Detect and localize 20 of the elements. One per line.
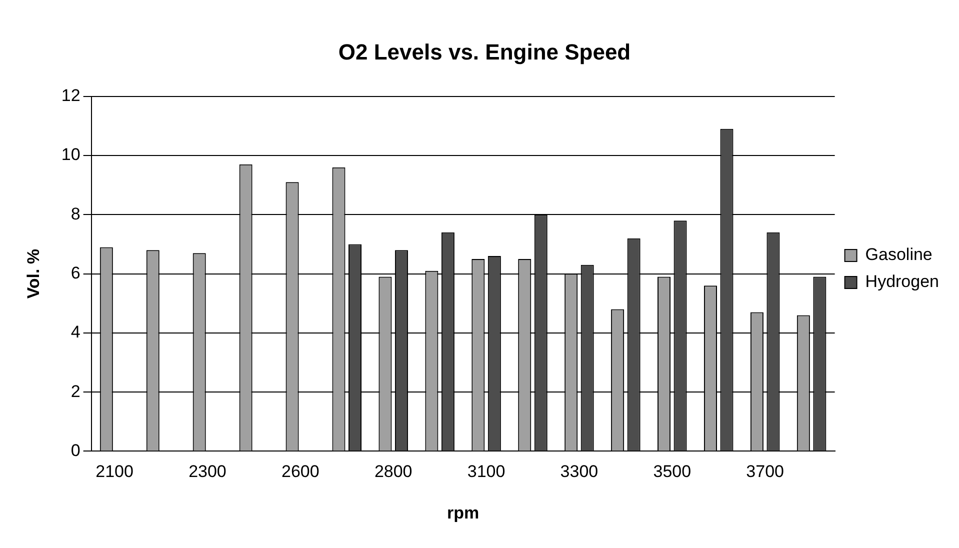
x-axis-title: rpm bbox=[446, 503, 480, 522]
legend-label: Hydrogen bbox=[865, 272, 940, 292]
y-tick-label: 4 bbox=[70, 322, 80, 342]
x-tick-label: 2800 bbox=[374, 462, 412, 482]
x-tick-label: 3100 bbox=[467, 462, 506, 482]
x-tick-label: 2300 bbox=[188, 462, 226, 482]
x-tick-label: 3500 bbox=[653, 462, 692, 482]
legend-label: Gasoline bbox=[865, 245, 932, 264]
chart-title: O2 Levels vs. Engine Speed bbox=[338, 39, 631, 64]
x-tick-label: 2100 bbox=[96, 462, 134, 482]
y-tick-label: 2 bbox=[70, 382, 80, 401]
y-tick-label: 12 bbox=[61, 86, 80, 106]
y-tick-label: 10 bbox=[61, 145, 80, 164]
y-tick-label: 0 bbox=[70, 440, 80, 460]
x-tick-label: 3700 bbox=[746, 462, 784, 482]
x-tick-label: 2600 bbox=[282, 462, 320, 482]
y-tick-label: 6 bbox=[70, 263, 80, 282]
x-tick-label: 3300 bbox=[560, 462, 598, 482]
y-axis-title: Vol. % bbox=[24, 248, 43, 299]
y-tick-label: 8 bbox=[70, 204, 80, 224]
